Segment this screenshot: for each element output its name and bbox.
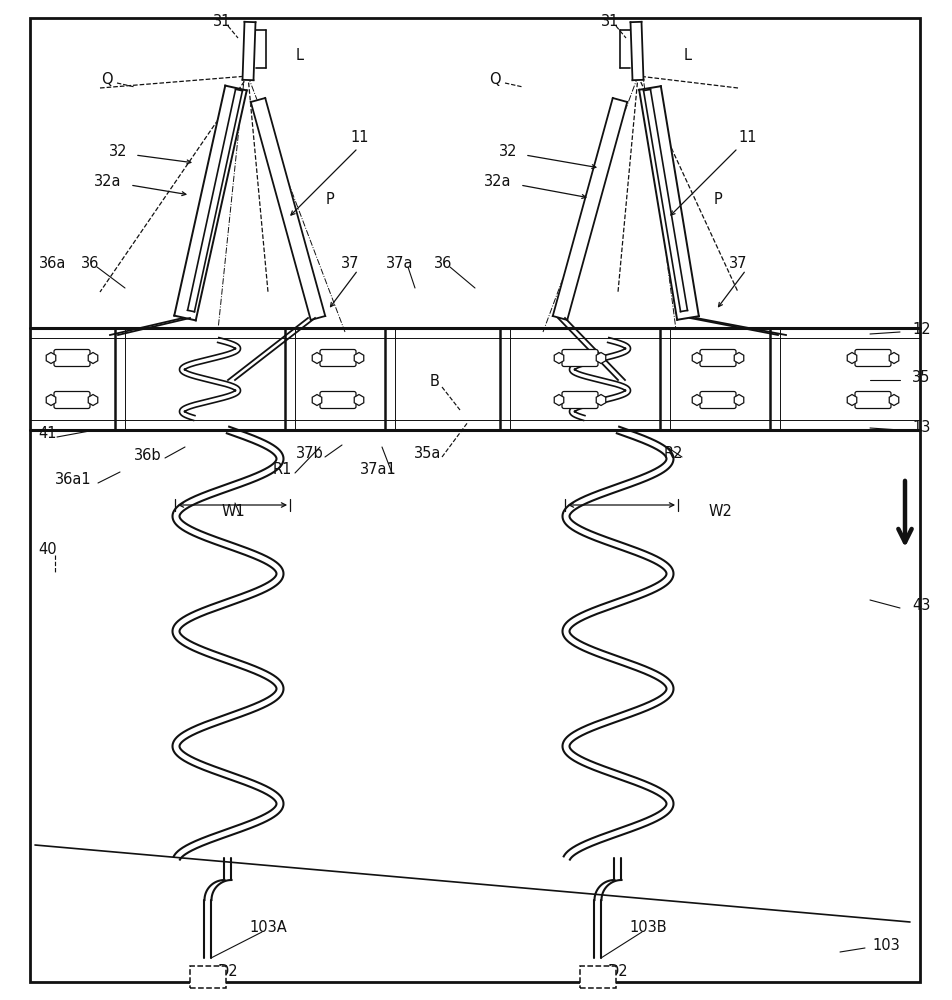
Text: 12: 12 [911, 322, 930, 338]
FancyBboxPatch shape [854, 391, 890, 408]
Text: 37a1: 37a1 [359, 462, 396, 478]
Text: 40: 40 [39, 542, 57, 558]
Text: 11: 11 [350, 130, 368, 145]
Polygon shape [643, 89, 686, 312]
Text: 37b: 37b [296, 446, 324, 460]
Text: 103A: 103A [248, 920, 287, 936]
Bar [189, 966, 226, 988]
Text: 37: 37 [728, 256, 746, 271]
Text: 35a: 35a [414, 446, 441, 460]
FancyBboxPatch shape [54, 391, 89, 408]
Text: 32: 32 [498, 144, 517, 159]
Text: W2: W2 [707, 504, 731, 520]
Polygon shape [250, 98, 325, 320]
FancyBboxPatch shape [854, 350, 890, 366]
FancyBboxPatch shape [700, 350, 735, 366]
Text: R1: R1 [272, 462, 291, 478]
Text: 35: 35 [911, 370, 929, 385]
Text: Q: Q [488, 73, 501, 88]
Text: L: L [296, 47, 304, 62]
Text: 36b: 36b [134, 448, 162, 462]
Text: 37: 37 [341, 256, 359, 271]
Text: R2: R2 [663, 446, 682, 460]
Text: 43: 43 [911, 597, 929, 612]
FancyBboxPatch shape [562, 391, 597, 408]
Polygon shape [174, 86, 247, 320]
Text: 32a: 32a [484, 174, 511, 190]
Text: W1: W1 [221, 504, 245, 520]
Text: P: P [713, 192, 722, 208]
FancyBboxPatch shape [700, 391, 735, 408]
Text: 41: 41 [39, 426, 57, 440]
Text: 36a1: 36a1 [54, 473, 91, 488]
Text: 32a: 32a [94, 174, 122, 190]
FancyBboxPatch shape [562, 350, 597, 366]
Text: 36a: 36a [39, 256, 67, 271]
Bar [580, 966, 615, 988]
Text: 13: 13 [911, 420, 929, 436]
Text: 103B: 103B [628, 920, 666, 936]
Text: 32: 32 [109, 144, 128, 159]
Text: 36: 36 [433, 256, 451, 271]
Polygon shape [188, 89, 242, 312]
Polygon shape [242, 22, 255, 80]
Text: 36: 36 [81, 256, 99, 271]
FancyBboxPatch shape [54, 350, 89, 366]
Text: 11: 11 [738, 130, 757, 145]
Text: 31: 31 [600, 14, 619, 29]
Text: 31: 31 [212, 14, 231, 29]
FancyBboxPatch shape [320, 391, 356, 408]
Polygon shape [552, 98, 626, 320]
Text: L: L [684, 47, 691, 62]
FancyBboxPatch shape [320, 350, 356, 366]
Polygon shape [639, 86, 698, 320]
Text: 37a: 37a [386, 256, 413, 271]
Polygon shape [630, 22, 643, 80]
Text: D2: D2 [607, 964, 627, 980]
Text: P: P [326, 192, 334, 208]
Text: 103: 103 [871, 938, 899, 952]
Text: B: B [429, 374, 440, 389]
Text: D2: D2 [217, 964, 238, 980]
Text: Q: Q [101, 73, 112, 88]
